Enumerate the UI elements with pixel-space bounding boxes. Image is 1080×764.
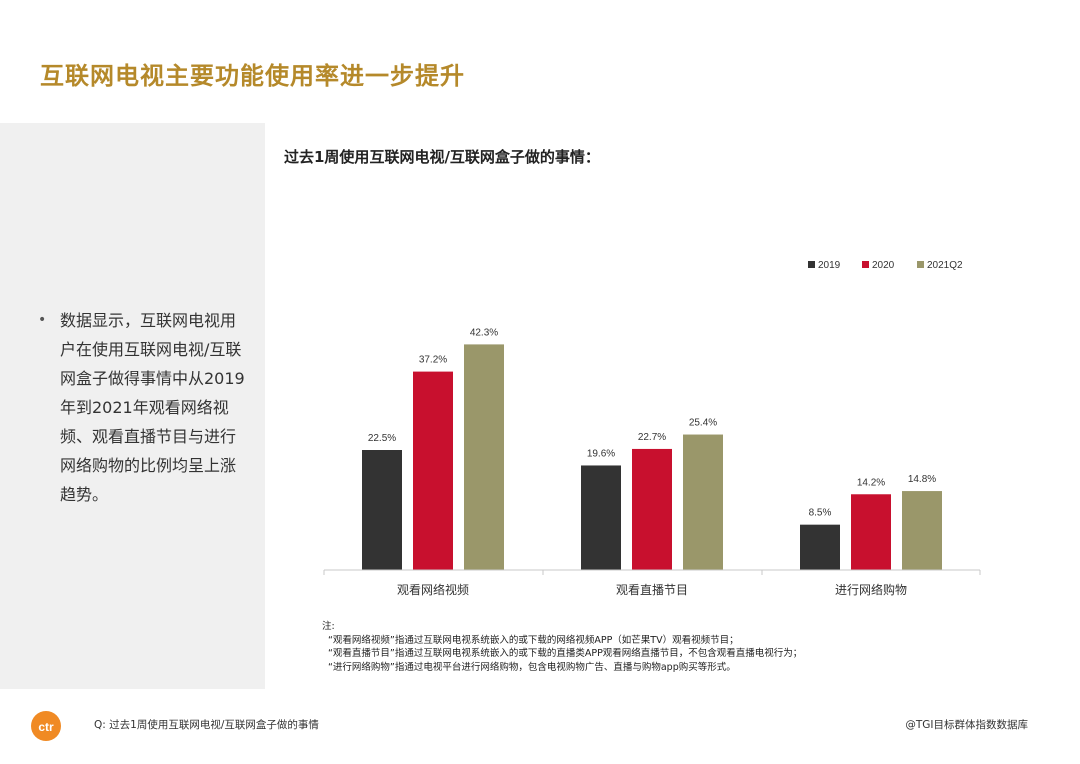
legend-label: 2019 bbox=[818, 260, 841, 271]
summary-text: 数据显示，互联网电视用户在使用互联网电视/互联网盒子做得事情中从2019年到20… bbox=[60, 311, 245, 504]
legend-swatch bbox=[917, 261, 924, 268]
bar-value-label: 42.3% bbox=[470, 327, 498, 338]
bar-value-label: 14.2% bbox=[857, 477, 885, 488]
bar bbox=[683, 434, 723, 570]
bar-value-label: 22.7% bbox=[638, 432, 666, 443]
bar bbox=[362, 450, 402, 570]
bar-value-label: 14.8% bbox=[908, 474, 936, 485]
bar bbox=[581, 465, 621, 570]
bar bbox=[902, 491, 942, 570]
bar-value-label: 25.4% bbox=[689, 418, 717, 429]
note-line: “观看网络视频”指通过互联网电视系统嵌入的或下载的网络视频APP（如芒果TV）观… bbox=[328, 634, 739, 646]
bar-value-label: 37.2% bbox=[419, 355, 447, 366]
note-line: “进行网络购物”指通过电视平台进行网络购物，包含电视购物广告、直播与购物app购… bbox=[328, 661, 736, 673]
bar-value-label: 8.5% bbox=[809, 508, 832, 519]
bar bbox=[413, 371, 453, 570]
page-title: 互联网电视主要功能使用率进一步提升 bbox=[40, 62, 465, 90]
ctr-logo: ctr bbox=[28, 706, 68, 750]
logo-text: ctr bbox=[38, 720, 54, 734]
notes: 注: “观看网络视频”指通过互联网电视系统嵌入的或下载的网络视频APP（如芒果T… bbox=[322, 620, 802, 674]
footer-question: Q: 过去1周使用互联网电视/互联网盒子做的事情 bbox=[94, 719, 319, 731]
footer-source: @TGI目标群体指数数据库 bbox=[905, 719, 1028, 731]
bar-chart: 2019 2020 2021Q2 22.5% 37.2% 42.3% 观看网络视频 19.6%… bbox=[323, 260, 981, 597]
category-label: 进行网络购物 bbox=[835, 582, 907, 597]
bar-value-label: 22.5% bbox=[368, 433, 396, 444]
legend-swatch bbox=[862, 261, 869, 268]
legend-label: 2021Q2 bbox=[927, 260, 963, 271]
category-label: 观看网络视频 bbox=[397, 582, 469, 597]
bar bbox=[851, 494, 891, 570]
bar bbox=[632, 448, 672, 570]
category-label: 观看直播节目 bbox=[616, 583, 688, 597]
bar-value-label: 19.6% bbox=[587, 448, 615, 459]
bar bbox=[800, 524, 840, 570]
bar bbox=[464, 344, 504, 570]
note-line: “观看直播节目”指通过互联网电视系统嵌入的或下载的直播类APP观看网络直播节目，… bbox=[328, 648, 803, 659]
chart-title: 过去1周使用互联网电视/互联网盒子做的事情： bbox=[284, 148, 600, 166]
notes-heading: 注: bbox=[322, 621, 335, 632]
bullet-dot-icon: • bbox=[38, 312, 47, 328]
legend-swatch bbox=[808, 261, 815, 268]
legend-label: 2020 bbox=[872, 260, 895, 271]
summary-panel bbox=[0, 123, 265, 689]
